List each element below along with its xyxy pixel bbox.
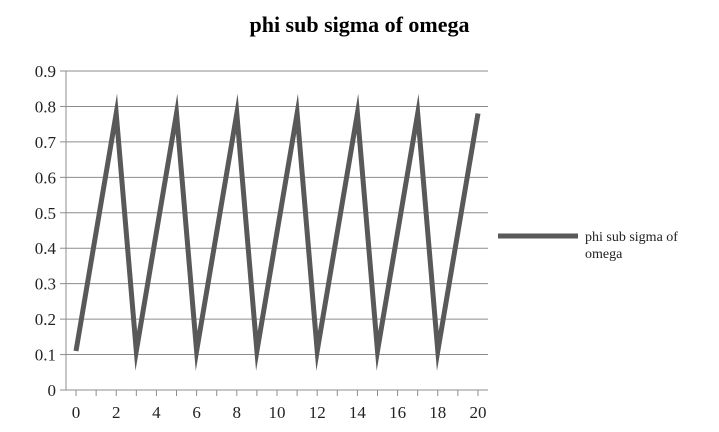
x-tick-label: 8	[233, 403, 242, 422]
x-tick-label: 2	[112, 403, 121, 422]
y-tick-label: 0.1	[35, 346, 56, 365]
y-tick-label: 0.9	[35, 62, 56, 81]
legend: phi sub sigma of omega	[498, 230, 678, 262]
y-tick-label: 0.4	[35, 239, 57, 258]
y-tick-label: 0	[48, 381, 57, 400]
x-tick-label: 20	[469, 403, 486, 422]
x-tick-label: 14	[349, 403, 367, 422]
y-tick-label: 0.5	[35, 204, 56, 223]
series-line	[73, 93, 481, 371]
x-tick-label: 10	[269, 403, 286, 422]
y-tick-label: 0.7	[35, 133, 57, 152]
chart-title: phi sub sigma of omega	[249, 12, 470, 37]
x-tick-label: 16	[389, 403, 406, 422]
x-tick-label: 18	[429, 403, 446, 422]
y-tick-label: 0.2	[35, 310, 56, 329]
x-tick-label: 12	[309, 403, 326, 422]
y-axis-ticks: 0 0.1 0.2 0.3 0.4 0.5 0.6 0.7 0.8 0.9	[35, 62, 66, 400]
x-tick-label: 6	[192, 403, 201, 422]
series-layer	[73, 93, 481, 371]
x-axis-ticks: 0 2 4 6 8 10 12 14 16 18 20	[72, 390, 486, 422]
x-tick-label: 0	[72, 403, 81, 422]
legend-label: phi sub sigma of omega	[585, 230, 678, 262]
x-tick-label: 4	[152, 403, 161, 422]
y-tick-label: 0.6	[35, 168, 56, 187]
y-tick-label: 0.8	[35, 97, 56, 116]
y-tick-label: 0.3	[35, 275, 56, 294]
